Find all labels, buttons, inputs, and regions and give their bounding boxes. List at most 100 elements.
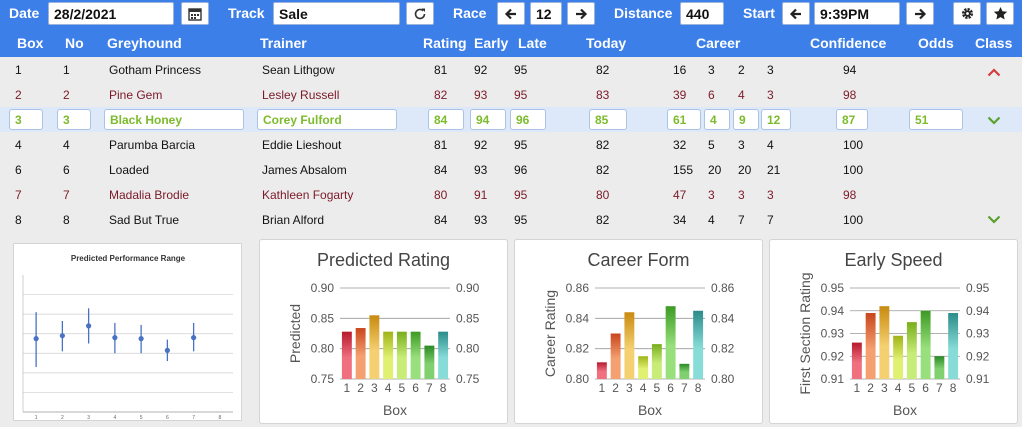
cell-trainer[interactable]: Corey Fulford: [257, 109, 397, 130]
calendar-button[interactable]: [181, 2, 209, 25]
start-time-field[interactable]: 9:39PM: [814, 2, 900, 25]
cell-late: 95: [514, 63, 528, 77]
table-row[interactable]: 6 6 Loaded James Absalom 84 93 96 82 155 20 20 21 10…: [0, 157, 1022, 182]
bar: [934, 356, 945, 379]
col-trainer[interactable]: Trainer: [260, 35, 307, 51]
start-label: Start: [743, 5, 775, 21]
cell-c4[interactable]: 12: [761, 109, 791, 130]
performance-range-svg: Predicted Performance Range 1 2 3 4 5 6 7 8: [22, 254, 233, 421]
col-box[interactable]: Box: [17, 35, 44, 51]
track-field[interactable]: Sale: [273, 2, 400, 25]
data-point: [191, 335, 197, 341]
table-row[interactable]: 2 2 Pine Gem Lesley Russell 82 93 95 83 39 6 4 3 98: [0, 82, 1022, 107]
cell-rating[interactable]: 84: [428, 109, 464, 130]
x-axis-label: Box: [383, 402, 407, 418]
bar: [879, 306, 890, 379]
table-row[interactable]: 8 8 Sad But True Brian Alford 84 93 95 82 34 4 7 7 1…: [0, 207, 1022, 232]
favorite-button[interactable]: [986, 2, 1014, 25]
cell-confidence: 100: [843, 138, 864, 152]
cell-rating: 82: [434, 88, 448, 102]
cell-c1: 32: [673, 138, 687, 152]
date-field[interactable]: 28/2/2021: [48, 2, 174, 25]
chart-title: Predicted Performance Range: [71, 254, 186, 263]
cell-no: 4: [63, 138, 70, 152]
cell-no: 7: [63, 188, 70, 202]
col-class[interactable]: Class: [975, 35, 1013, 51]
start-prev-button[interactable]: [782, 2, 810, 25]
col-confidence[interactable]: Confidence: [810, 35, 887, 51]
col-greyhound[interactable]: Greyhound: [107, 35, 182, 51]
data-point: [138, 336, 144, 342]
y2-tick-label: 0.82: [711, 342, 735, 356]
cell-c1: 39: [673, 88, 687, 102]
chevron-down-icon[interactable]: [987, 215, 1001, 225]
distance-field[interactable]: 440: [680, 2, 724, 25]
x-tick-label: 1: [599, 381, 606, 395]
cell-today: 82: [596, 213, 610, 227]
early-speed-chart: Early Speed 0.91 0.91 0.92 0.92 0.93 0.93 0.94…: [769, 239, 1018, 424]
chevron-down-icon[interactable]: [987, 116, 1001, 126]
cell-late[interactable]: 96: [510, 109, 546, 130]
y2-tick-label: 0.80: [711, 372, 735, 386]
y2-tick-label: 0.84: [711, 311, 735, 325]
col-late[interactable]: Late: [518, 35, 547, 51]
cell-odds[interactable]: 51: [909, 109, 963, 130]
cell-c3[interactable]: 9: [733, 109, 759, 130]
cell-rating: 84: [434, 213, 448, 227]
cell-today: 82: [596, 138, 610, 152]
table-row[interactable]: 3 3 Black Honey Corey Fulford 84 94 96 85 61 4 9 12…: [0, 107, 1022, 132]
star-icon: [993, 6, 1007, 20]
start-next-button[interactable]: [906, 2, 934, 25]
cell-box: 8: [15, 213, 22, 227]
table-row[interactable]: 7 7 Madalia Brodie Kathleen Fogarty 80 91 95 80…: [0, 182, 1022, 207]
bar: [355, 328, 366, 379]
col-odds[interactable]: Odds: [918, 35, 954, 51]
cell-trainer: Lesley Russell: [262, 88, 340, 102]
chevron-up-icon[interactable]: [987, 67, 1001, 77]
bar: [424, 345, 435, 379]
y-tick-label: 0.86: [566, 281, 590, 295]
refresh-button[interactable]: [406, 2, 434, 25]
cell-c2[interactable]: 4: [704, 109, 730, 130]
data-point: [164, 347, 170, 353]
cell-today: 80: [596, 188, 610, 202]
cell-early: 93: [474, 163, 488, 177]
x-tick-label: 1: [35, 415, 38, 421]
bar: [438, 331, 449, 379]
x-tick-label: 3: [626, 381, 633, 395]
settings-button[interactable]: [953, 2, 981, 25]
race-number-field[interactable]: 12: [530, 2, 562, 25]
cell-greyhound[interactable]: Black Honey: [104, 109, 244, 130]
table-row[interactable]: 1 1 Gotham Princess Sean Lithgow 81 92 95 82 16 3…: [0, 57, 1022, 82]
cell-c3: 3: [738, 188, 745, 202]
col-career[interactable]: Career: [696, 35, 741, 51]
bar: [865, 313, 876, 379]
cell-c4: 3: [767, 88, 774, 102]
cell-confidence[interactable]: 87: [836, 109, 868, 130]
distance-label: Distance: [614, 5, 673, 21]
cell-c2: 5: [708, 138, 715, 152]
x-tick-label: 8: [950, 381, 957, 395]
cell-c4: 3: [767, 188, 774, 202]
bar: [906, 322, 917, 379]
cell-early: 92: [474, 138, 488, 152]
cell-today[interactable]: 85: [589, 109, 627, 130]
race-prev-button[interactable]: [497, 2, 525, 25]
cell-box[interactable]: 3: [9, 109, 43, 130]
cell-c4: 4: [767, 138, 774, 152]
cell-c1[interactable]: 61: [667, 109, 701, 130]
cell-greyhound: Sad But True: [109, 213, 180, 227]
col-today[interactable]: Today: [586, 35, 627, 51]
x-tick-label: 1: [344, 381, 351, 395]
x-tick-label: 8: [440, 381, 447, 395]
cell-no[interactable]: 3: [57, 109, 91, 130]
date-label: Date: [9, 5, 40, 21]
col-no[interactable]: No: [65, 35, 84, 51]
table-row[interactable]: 4 4 Parumba Barcia Eddie Lieshout 81 92 95 82 32…: [0, 132, 1022, 157]
y-tick-label: 0.90: [311, 281, 335, 295]
col-rating[interactable]: Rating: [423, 35, 467, 51]
race-next-button[interactable]: [567, 2, 595, 25]
cell-greyhound: Pine Gem: [109, 88, 163, 102]
col-early[interactable]: Early: [474, 35, 509, 51]
cell-early[interactable]: 94: [470, 109, 506, 130]
